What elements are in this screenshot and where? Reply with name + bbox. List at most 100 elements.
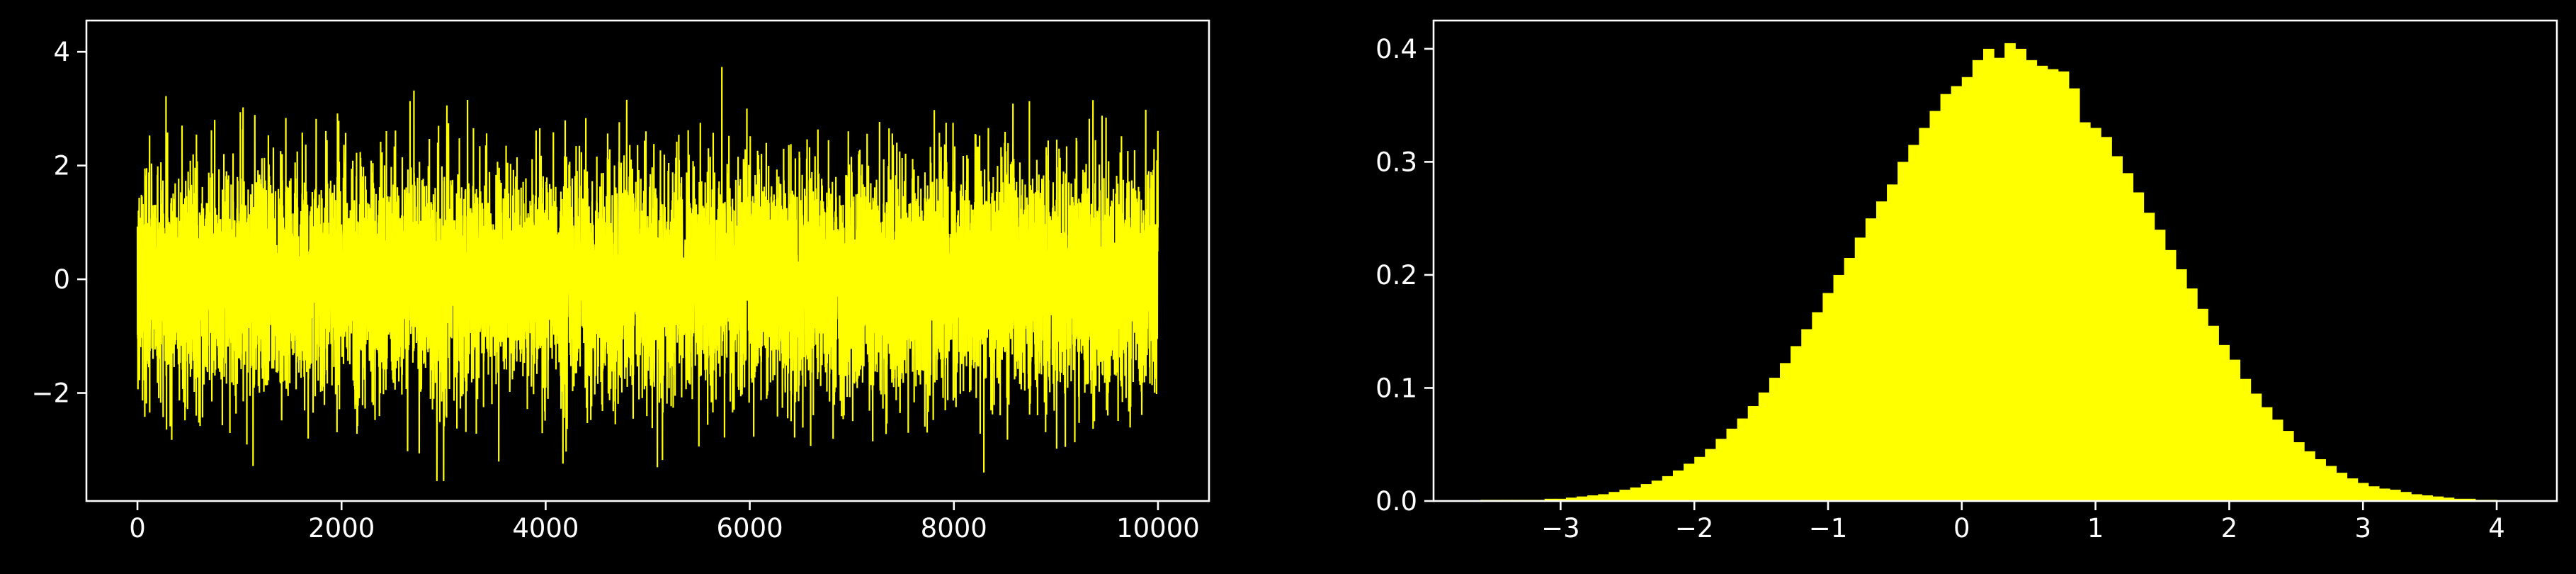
time-series-axes-frame <box>85 19 1210 502</box>
histogram-bar <box>2368 486 2380 501</box>
histogram-x-tick-label: 4 <box>2488 513 2505 544</box>
histogram-bar <box>2004 43 2016 502</box>
time-series-x-tick-label: 8000 <box>921 513 987 544</box>
histogram-bar <box>1758 392 1770 501</box>
histogram-bar <box>2133 192 2145 501</box>
histogram-bar <box>1726 428 1738 501</box>
histogram-bar <box>1565 497 1577 501</box>
histogram-bar <box>2079 122 2091 501</box>
histogram-bar <box>2464 498 2476 501</box>
histogram-bar <box>1672 470 1684 501</box>
histogram-bar <box>1608 492 1621 501</box>
histogram-bar <box>2218 344 2230 501</box>
histogram-y-axis: 0.0 0.1 0.2 0.3 0.4 <box>1375 34 1434 517</box>
histogram-bar <box>2282 431 2294 501</box>
histogram-bar <box>1640 484 1652 501</box>
histogram-bar <box>2186 288 2198 501</box>
time-series-x-tick-label: 0 <box>129 513 146 544</box>
histogram-bar <box>2389 490 2401 501</box>
histogram-bar <box>2432 496 2444 501</box>
histogram-bar <box>1694 456 1706 501</box>
time-series-y-tick-label: 4 <box>53 37 70 67</box>
histogram-x-tick-label: 2 <box>2221 513 2238 544</box>
histogram-bar <box>2164 249 2177 501</box>
histogram-bar <box>2068 88 2080 502</box>
histogram-bar <box>1801 329 1812 501</box>
histogram-bar <box>1619 490 1631 501</box>
histogram-bar <box>1705 449 1716 501</box>
histogram-bar <box>2154 230 2166 501</box>
histogram-bar <box>2208 325 2219 501</box>
histogram-bar <box>2175 269 2187 501</box>
histogram-bar <box>1587 495 1599 501</box>
time-series-trace <box>136 67 1159 481</box>
time-series-y-tick-label: 0 <box>53 264 70 295</box>
histogram-bar <box>2197 308 2208 501</box>
time-series-x-tick-label: 4000 <box>512 513 579 544</box>
histogram-bar <box>1662 475 1674 501</box>
histogram-bar <box>2315 458 2326 501</box>
histogram-bar <box>1780 363 1791 501</box>
histogram-bars <box>1480 43 2497 502</box>
histogram-x-tick-label: −2 <box>1675 513 1714 544</box>
time-series-panel: 0 2000 4000 6000 8000 10000 −2 0 2 4 <box>31 19 1210 544</box>
histogram-x-tick-label: −1 <box>1809 513 1848 544</box>
histogram-y-tick-label: 0.2 <box>1375 260 1417 291</box>
histogram-bar <box>2411 494 2422 501</box>
histogram-bar <box>1983 48 1995 501</box>
histogram-bar <box>2400 492 2412 501</box>
histogram-bar <box>2036 65 2048 501</box>
histogram-bar <box>1876 201 1888 501</box>
histogram-bar <box>1929 111 1941 501</box>
histogram-bar <box>1791 346 1802 501</box>
histogram-x-tick-label: 3 <box>2354 513 2371 544</box>
histogram-y-tick-label: 0.0 <box>1375 486 1417 517</box>
histogram-bar <box>1555 498 1567 501</box>
histogram-bar <box>2271 420 2283 501</box>
histogram-bar <box>1844 258 1856 501</box>
histogram-y-tick-label: 0.4 <box>1375 34 1417 64</box>
histogram-bar <box>1940 94 1952 501</box>
histogram-bar <box>1897 162 1909 501</box>
histogram-bar <box>1919 128 1931 502</box>
histogram-y-tick-label: 0.3 <box>1375 147 1417 177</box>
histogram-bar <box>1812 312 1824 501</box>
histogram-bar <box>1651 480 1663 501</box>
histogram-bar <box>1865 218 1877 501</box>
histogram-bar <box>2347 478 2359 501</box>
time-series-y-axis: −2 0 2 4 <box>31 37 86 409</box>
histogram-bar <box>1994 57 2005 501</box>
histogram-bar <box>2336 473 2348 501</box>
histogram-x-tick-label: 0 <box>1953 513 1970 544</box>
histogram-x-tick-label: 1 <box>2087 513 2104 544</box>
histogram-bar <box>1747 406 1759 501</box>
histogram-bar <box>1715 439 1727 501</box>
histogram-axes-frame <box>1432 19 2558 502</box>
histogram-bar <box>2325 466 2337 501</box>
histogram-bar <box>1854 237 1866 501</box>
time-series-y-tick-label: −2 <box>31 378 70 409</box>
time-series-x-tick-label: 10000 <box>1116 513 1200 544</box>
histogram-bar <box>2422 495 2433 501</box>
histogram-bar <box>2090 128 2101 502</box>
histogram-bar <box>1908 145 1919 502</box>
time-series-y-tick-label: 2 <box>53 151 70 181</box>
histogram-bar <box>1822 293 1834 501</box>
histogram-bar <box>2229 359 2241 501</box>
histogram-bar <box>1577 496 1588 501</box>
histogram-bar <box>2261 407 2273 501</box>
histogram-bar <box>1972 60 1984 502</box>
histogram-y-tick-label: 0.1 <box>1375 373 1417 403</box>
histogram-bar <box>2026 60 2038 502</box>
histogram-x-tick-label: −3 <box>1541 513 1580 544</box>
histogram-bar <box>2357 483 2369 501</box>
histogram-bar <box>2304 451 2315 501</box>
histogram-bar <box>1951 86 1963 501</box>
time-series-x-tick-label: 6000 <box>717 513 783 544</box>
histogram-bar <box>1544 498 1556 501</box>
histogram-bar <box>1833 274 1845 501</box>
histogram-bar <box>1769 378 1781 501</box>
histogram-bar <box>2293 442 2305 501</box>
histogram-bar <box>2443 497 2455 501</box>
